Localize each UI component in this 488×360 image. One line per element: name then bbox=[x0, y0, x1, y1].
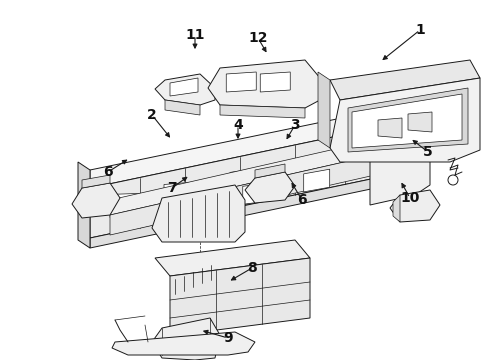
Polygon shape bbox=[78, 162, 90, 248]
Polygon shape bbox=[155, 240, 309, 276]
Text: 7: 7 bbox=[167, 181, 177, 195]
Polygon shape bbox=[329, 60, 479, 100]
Polygon shape bbox=[377, 118, 401, 138]
Polygon shape bbox=[163, 201, 189, 220]
Polygon shape bbox=[226, 72, 256, 92]
Polygon shape bbox=[90, 125, 389, 238]
Polygon shape bbox=[170, 78, 198, 96]
Polygon shape bbox=[337, 145, 369, 170]
Polygon shape bbox=[163, 182, 196, 206]
Polygon shape bbox=[242, 183, 268, 204]
Text: 6: 6 bbox=[103, 165, 113, 179]
Text: 9: 9 bbox=[223, 331, 232, 345]
Polygon shape bbox=[110, 193, 142, 217]
Polygon shape bbox=[289, 155, 321, 180]
Polygon shape bbox=[207, 60, 319, 108]
Polygon shape bbox=[90, 108, 389, 188]
Polygon shape bbox=[407, 112, 431, 132]
Polygon shape bbox=[369, 138, 429, 205]
Polygon shape bbox=[152, 185, 244, 242]
Text: 11: 11 bbox=[185, 28, 204, 42]
Polygon shape bbox=[351, 94, 461, 148]
Text: 6: 6 bbox=[297, 193, 306, 207]
Polygon shape bbox=[229, 168, 262, 192]
Polygon shape bbox=[164, 100, 200, 115]
Polygon shape bbox=[110, 140, 374, 215]
Polygon shape bbox=[260, 72, 290, 92]
Text: 5: 5 bbox=[422, 145, 432, 159]
Polygon shape bbox=[254, 164, 285, 178]
Polygon shape bbox=[347, 88, 467, 152]
Text: 3: 3 bbox=[289, 118, 299, 132]
Polygon shape bbox=[155, 74, 215, 105]
Polygon shape bbox=[244, 172, 294, 203]
Polygon shape bbox=[329, 78, 479, 162]
Polygon shape bbox=[220, 105, 305, 118]
Text: 4: 4 bbox=[233, 118, 243, 132]
Polygon shape bbox=[90, 175, 389, 248]
Polygon shape bbox=[392, 195, 399, 222]
Text: 8: 8 bbox=[246, 261, 256, 275]
Polygon shape bbox=[112, 332, 254, 355]
Text: 2: 2 bbox=[147, 108, 157, 122]
Polygon shape bbox=[82, 175, 110, 188]
Polygon shape bbox=[389, 190, 439, 222]
Polygon shape bbox=[170, 258, 309, 336]
Polygon shape bbox=[110, 155, 374, 235]
Text: 10: 10 bbox=[400, 191, 419, 205]
Polygon shape bbox=[317, 72, 329, 148]
Text: 1: 1 bbox=[414, 23, 424, 37]
Polygon shape bbox=[72, 183, 120, 218]
Polygon shape bbox=[152, 318, 220, 360]
Text: 12: 12 bbox=[248, 31, 267, 45]
Polygon shape bbox=[389, 100, 401, 185]
Polygon shape bbox=[303, 169, 329, 192]
